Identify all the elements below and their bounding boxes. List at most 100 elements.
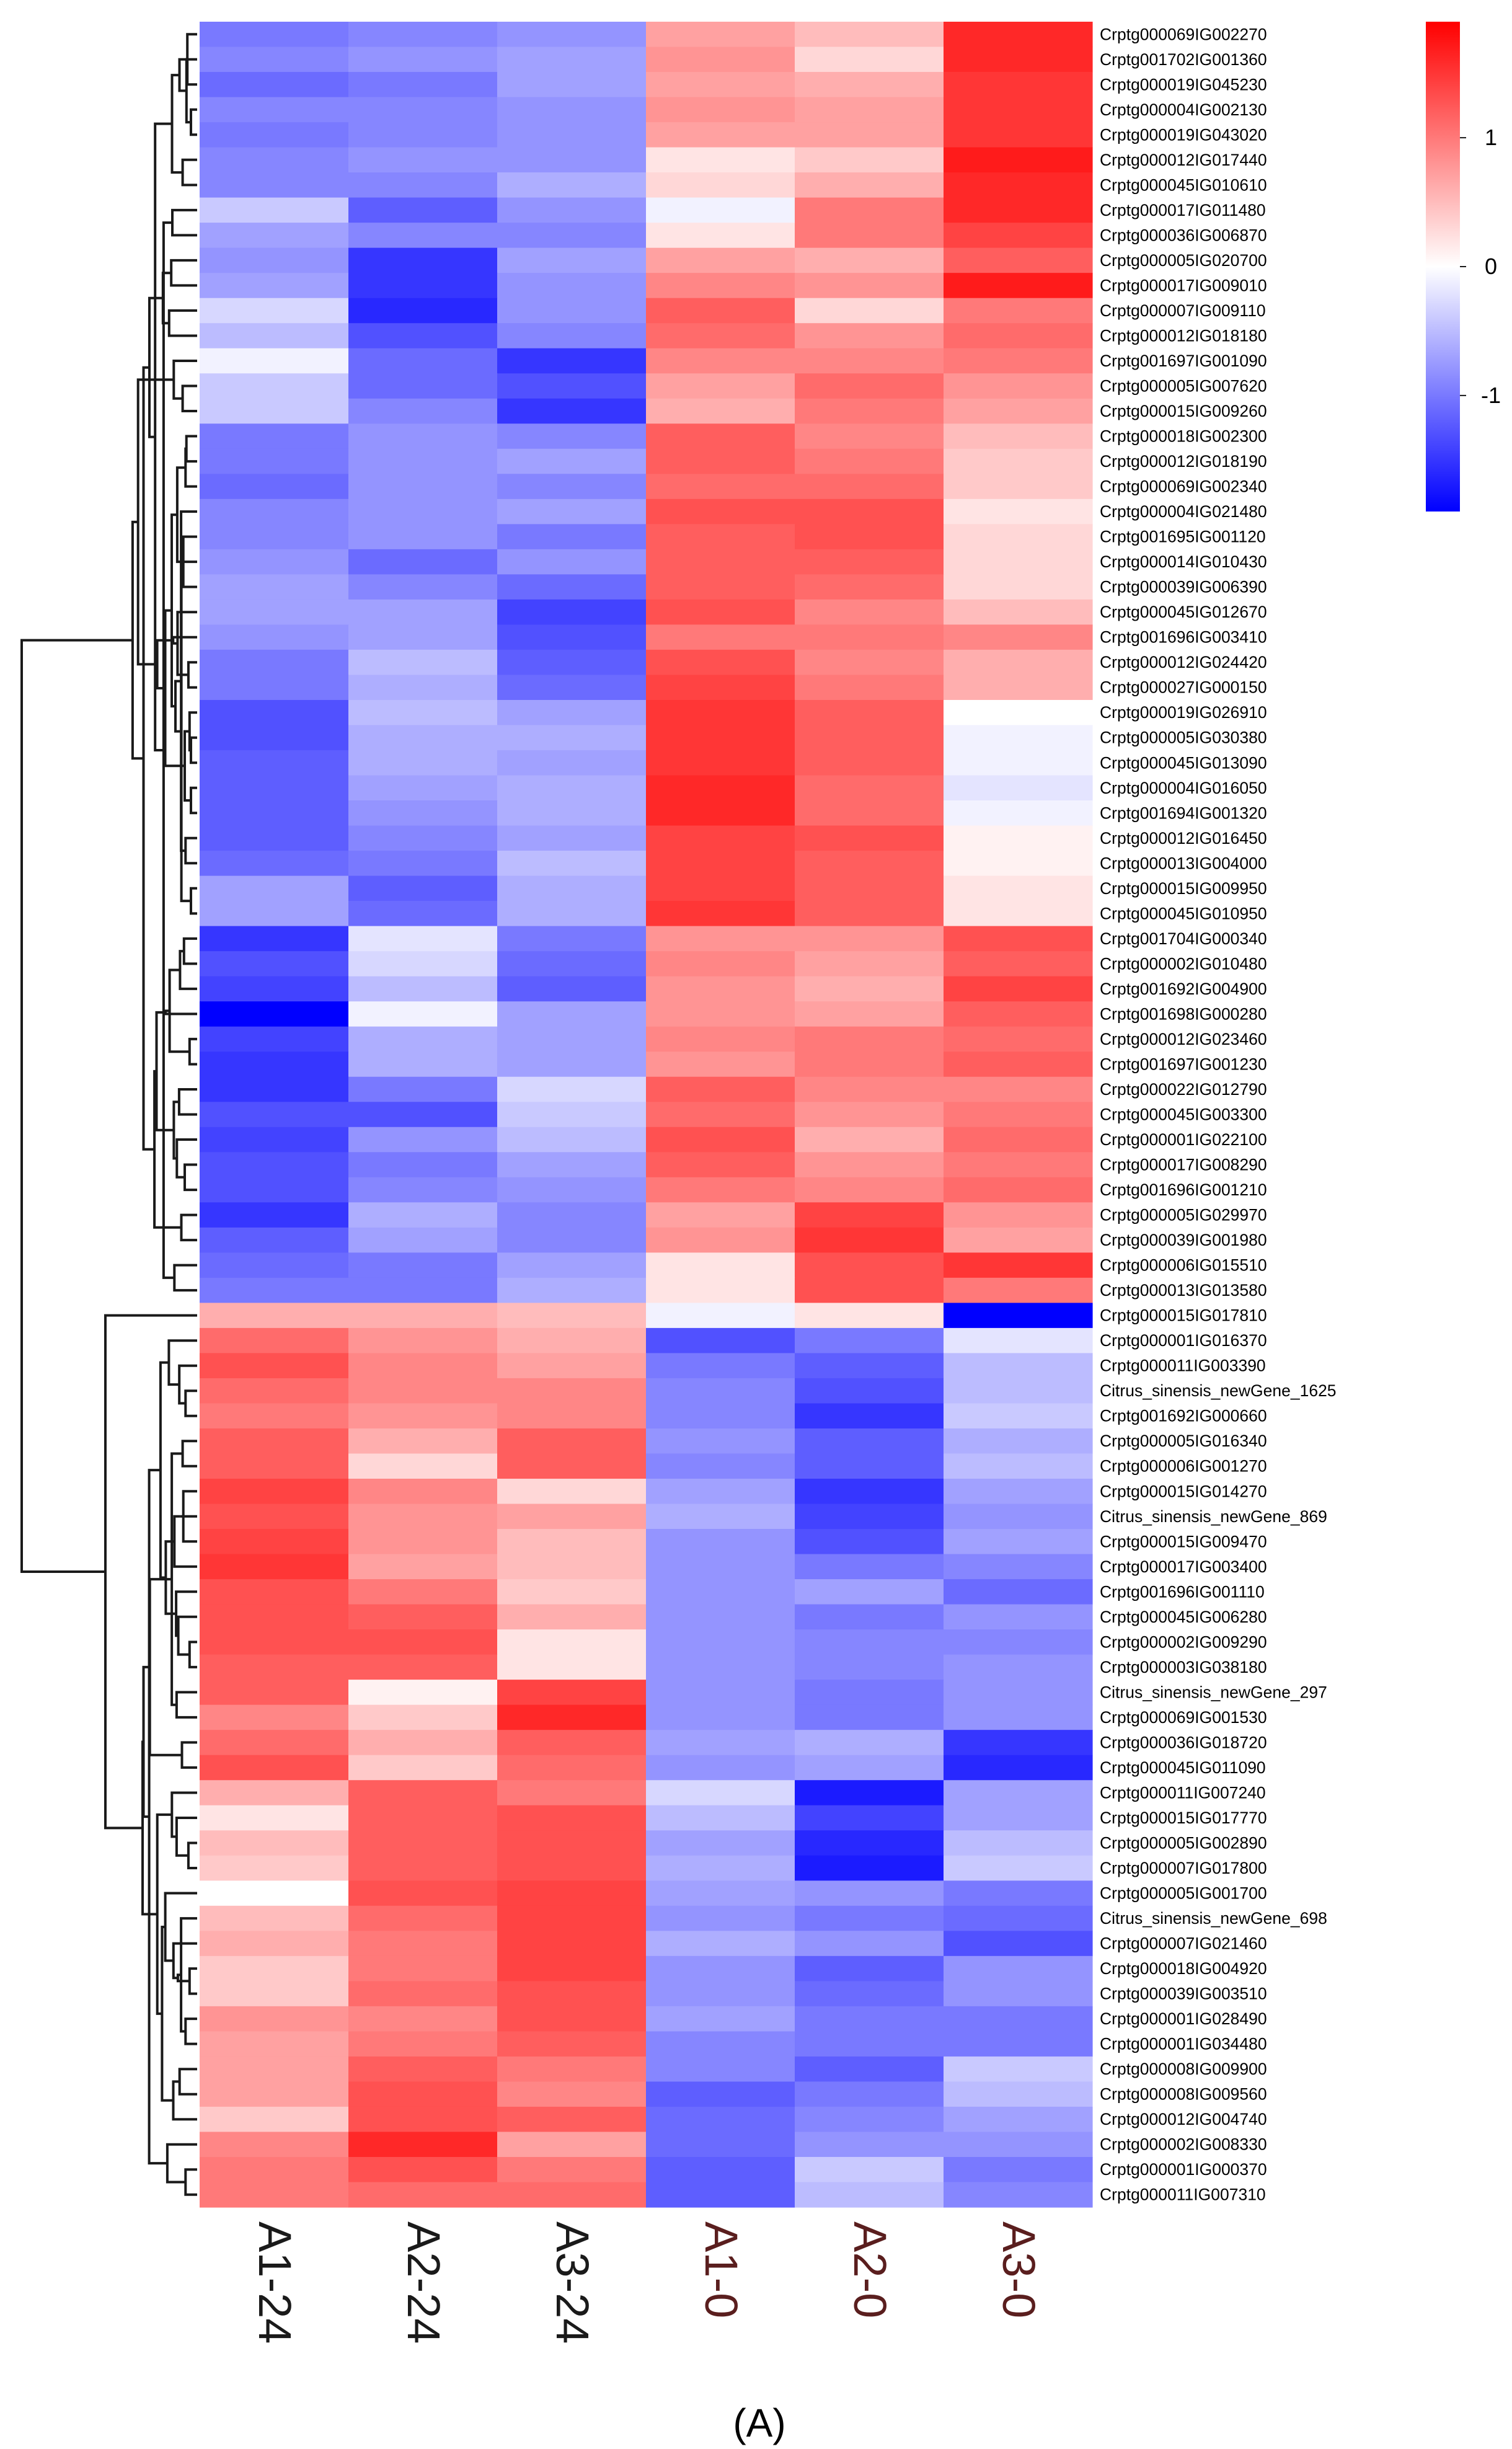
heatmap-cell xyxy=(348,1931,498,1957)
heatmap-cell xyxy=(200,1127,349,1153)
heatmap-cell xyxy=(200,1805,349,1831)
dendrogram-branch xyxy=(168,968,190,1053)
heatmap-cell xyxy=(348,1880,498,1906)
row-label: Crptg001692IG004900 xyxy=(1100,980,1267,998)
heatmap-cell xyxy=(795,1152,944,1178)
heatmap-cell xyxy=(497,348,647,374)
heatmap-cell xyxy=(795,1554,944,1580)
heatmap-cell xyxy=(944,1202,1093,1228)
heatmap-cell xyxy=(200,1981,349,2007)
row-label: Crptg000017IG003400 xyxy=(1100,1557,1267,1576)
dendrogram-branch xyxy=(148,1469,167,2165)
dendrogram-branch xyxy=(167,1339,197,1386)
row-label: Crptg001692IG000660 xyxy=(1100,1407,1267,1425)
heatmap-cell xyxy=(200,1579,349,1605)
heatmap-cell xyxy=(944,1479,1093,1505)
heatmap-cell xyxy=(348,1453,498,1479)
heatmap-cell xyxy=(795,951,944,977)
row-label: Crptg000008IG009900 xyxy=(1100,2060,1267,2078)
heatmap-cell xyxy=(646,574,795,600)
dendrogram-branch xyxy=(180,1917,197,2033)
heatmap-cell xyxy=(944,197,1093,223)
heatmap-cell xyxy=(200,549,349,575)
heatmap-cell xyxy=(348,725,498,751)
heatmap-cell xyxy=(497,1252,647,1278)
dendrogram-branch xyxy=(173,1515,197,1568)
heatmap-cell xyxy=(646,1403,795,1429)
heatmap-cell xyxy=(200,725,349,751)
heatmap-cell xyxy=(795,1629,944,1655)
heatmap-cell xyxy=(348,775,498,801)
dendrogram-branch xyxy=(188,1641,197,1668)
heatmap-cell xyxy=(646,1177,795,1203)
heatmap-cell xyxy=(200,1403,349,1429)
heatmap-cell xyxy=(646,22,795,48)
heatmap-cell xyxy=(944,1227,1093,1253)
heatmap-cell xyxy=(646,1076,795,1102)
heatmap-cell xyxy=(497,1504,647,1530)
dendrogram-branch xyxy=(156,1813,172,2015)
dendrogram-branch xyxy=(185,435,197,463)
heatmap-cell xyxy=(795,498,944,525)
row-label: Crptg000002IG008330 xyxy=(1100,2135,1267,2154)
heatmap-cell xyxy=(348,1955,498,1982)
heatmap-cell xyxy=(646,1855,795,1881)
dendrogram-branch xyxy=(184,1389,197,1417)
row-label: Crptg000039IG001980 xyxy=(1100,1231,1267,1249)
heatmap-cell xyxy=(795,1830,944,1856)
heatmap-cell xyxy=(795,2132,944,2158)
heatmap-cell xyxy=(200,1504,349,1530)
heatmap-cell xyxy=(795,474,944,500)
row-label: Crptg001702IG001360 xyxy=(1100,50,1267,69)
heatmap-cell xyxy=(200,624,349,650)
heatmap-cell xyxy=(497,474,647,500)
heatmap-cell xyxy=(348,1026,498,1052)
row-label: Crptg000015IG014270 xyxy=(1100,1482,1267,1500)
heatmap-cell xyxy=(348,1102,498,1128)
row-label: Crptg000017IG011480 xyxy=(1100,201,1266,219)
dendrogram-branch xyxy=(180,510,197,852)
heatmap-cell xyxy=(497,1704,647,1730)
heatmap-cell xyxy=(944,1805,1093,1831)
row-label: Crptg001697IG001230 xyxy=(1100,1055,1267,1073)
heatmap-cell xyxy=(646,2132,795,2158)
row-label: Crptg000039IG006390 xyxy=(1100,578,1267,596)
row-label: Crptg000006IG015510 xyxy=(1100,1256,1267,1275)
heatmap-cell xyxy=(348,498,498,525)
figure-label: (A) xyxy=(733,2401,785,2445)
dendrogram-branch xyxy=(180,1213,197,1242)
heatmap-cell xyxy=(795,273,944,299)
heatmap-cell xyxy=(646,46,795,73)
row-label: Crptg001694IG001320 xyxy=(1100,804,1267,822)
row-label: Crptg000012IG023460 xyxy=(1100,1030,1267,1048)
heatmap-cell xyxy=(200,2106,349,2133)
heatmap-cell xyxy=(348,247,498,273)
heatmap-cell xyxy=(200,423,349,450)
heatmap-cell xyxy=(200,1704,349,1730)
heatmap-cell xyxy=(497,1227,647,1253)
heatmap-cell xyxy=(944,1780,1093,1806)
row-label: Crptg000012IG017440 xyxy=(1100,151,1267,169)
row-label: Crptg000005IG020700 xyxy=(1100,251,1267,270)
row-label: Crptg000005IG001700 xyxy=(1100,1884,1267,1903)
heatmap-cell xyxy=(200,524,349,550)
heatmap-cell xyxy=(200,2182,349,2208)
heatmap-cell xyxy=(646,1152,795,1178)
heatmap-cell xyxy=(646,474,795,500)
heatmap-cell xyxy=(348,1554,498,1580)
row-label: Crptg000001IG034480 xyxy=(1100,2035,1267,2053)
heatmap-cell xyxy=(497,273,647,299)
dendrogram-branch xyxy=(172,2080,197,2121)
heatmap-cell xyxy=(200,825,349,851)
heatmap-cell xyxy=(795,1428,944,1455)
dendrogram-branch xyxy=(175,1691,197,1719)
heatmap-cell xyxy=(348,1529,498,1555)
heatmap-cell xyxy=(795,1252,944,1278)
heatmap-cell xyxy=(200,1202,349,1228)
heatmap-cell xyxy=(348,1504,498,1530)
heatmap-cell xyxy=(497,825,647,851)
dendrogram-branch xyxy=(188,1967,197,1995)
row-label: Citrus_sinensis_newGene_297 xyxy=(1100,1683,1327,1701)
row-label: Crptg001696IG003410 xyxy=(1100,628,1267,647)
row-label: Crptg000045IG010950 xyxy=(1100,904,1267,923)
